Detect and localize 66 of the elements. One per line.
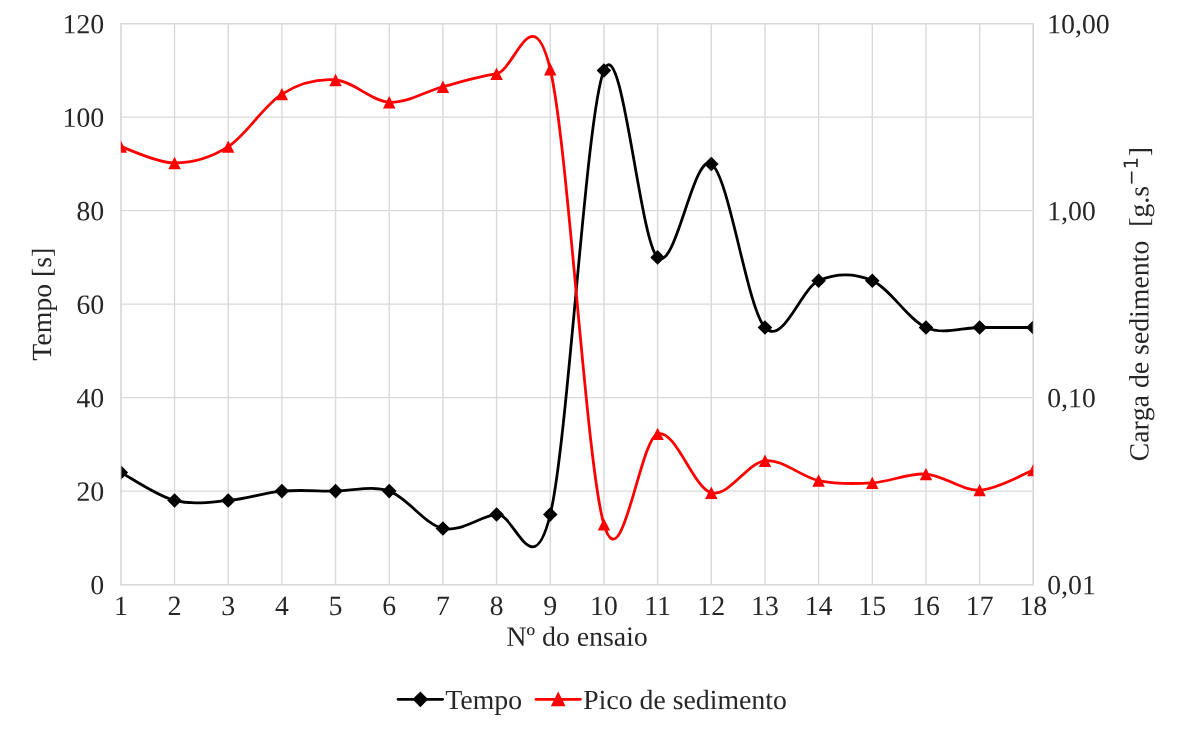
point bbox=[274, 483, 290, 499]
x-tick-label: 13 bbox=[753, 596, 778, 616]
point bbox=[275, 87, 289, 101]
x-tick-label: 12 bbox=[699, 596, 724, 615]
x-tick-label: 10 bbox=[592, 596, 617, 616]
point bbox=[490, 67, 503, 80]
legend-label: Tempo bbox=[445, 690, 522, 715]
point bbox=[168, 156, 181, 170]
y-tick-label: 0 bbox=[91, 575, 104, 595]
point bbox=[865, 273, 880, 289]
point bbox=[812, 474, 825, 487]
y2-tick-label: 0,10 bbox=[1048, 388, 1095, 412]
x-tick-label: 2 bbox=[168, 596, 180, 615]
x-tick-label: 16 bbox=[914, 596, 940, 616]
point bbox=[544, 63, 557, 76]
point bbox=[866, 476, 879, 490]
x-tick-label: 3 bbox=[222, 596, 235, 616]
point bbox=[811, 273, 826, 289]
point bbox=[597, 518, 611, 531]
x-tick-label: 4 bbox=[275, 596, 289, 615]
y2-axis-title: Carga de sedimento [g.s$^{−1}$] bbox=[1123, 149, 1155, 461]
point bbox=[973, 483, 986, 497]
y-axis-title: Tempo [s] bbox=[31, 249, 57, 361]
point bbox=[758, 454, 772, 467]
point bbox=[222, 140, 235, 153]
point bbox=[704, 156, 719, 172]
y-tick-label: 20 bbox=[77, 482, 104, 502]
point bbox=[435, 521, 451, 536]
x-tick-label: 17 bbox=[968, 596, 993, 615]
y-tick-label: 120 bbox=[64, 14, 104, 34]
y2-tick-label: 10,00 bbox=[1049, 14, 1109, 38]
point bbox=[167, 493, 182, 508]
point bbox=[489, 507, 504, 522]
x-tick-label: 5 bbox=[330, 596, 342, 616]
point bbox=[436, 80, 450, 93]
point bbox=[383, 96, 396, 109]
point bbox=[596, 63, 612, 78]
point bbox=[972, 320, 987, 335]
point bbox=[918, 320, 934, 335]
point bbox=[919, 467, 933, 481]
x-axis-title: Nº do ensaio bbox=[507, 626, 647, 647]
point bbox=[329, 73, 342, 87]
x-tick-label: 8 bbox=[490, 596, 503, 616]
x-tick-label: 1 bbox=[116, 596, 127, 615]
point bbox=[705, 486, 718, 499]
y2-tick-label: 0,01 bbox=[1048, 575, 1095, 599]
y-tick-label: 80 bbox=[77, 201, 104, 221]
point bbox=[651, 427, 664, 441]
y-tick-label: 60 bbox=[77, 295, 104, 315]
point bbox=[757, 320, 773, 335]
x-tick-label: 15 bbox=[860, 596, 886, 616]
x-tick-label: 7 bbox=[437, 596, 450, 615]
x-tick-label: 9 bbox=[544, 596, 557, 616]
x-tick-label: 6 bbox=[383, 596, 396, 616]
point bbox=[220, 493, 236, 508]
point bbox=[542, 507, 558, 522]
x-tick-label: 14 bbox=[807, 596, 833, 615]
point bbox=[650, 250, 665, 265]
y2-tick-label: 1,00 bbox=[1049, 201, 1095, 225]
point bbox=[328, 483, 343, 499]
x-tick-label: 11 bbox=[646, 596, 670, 615]
y-tick-label: 100 bbox=[64, 108, 104, 128]
legend-label: Pico de sedimento bbox=[584, 689, 786, 710]
x-tick-label: 18 bbox=[1021, 596, 1047, 616]
point bbox=[381, 483, 397, 499]
y-tick-label: 40 bbox=[76, 388, 104, 408]
